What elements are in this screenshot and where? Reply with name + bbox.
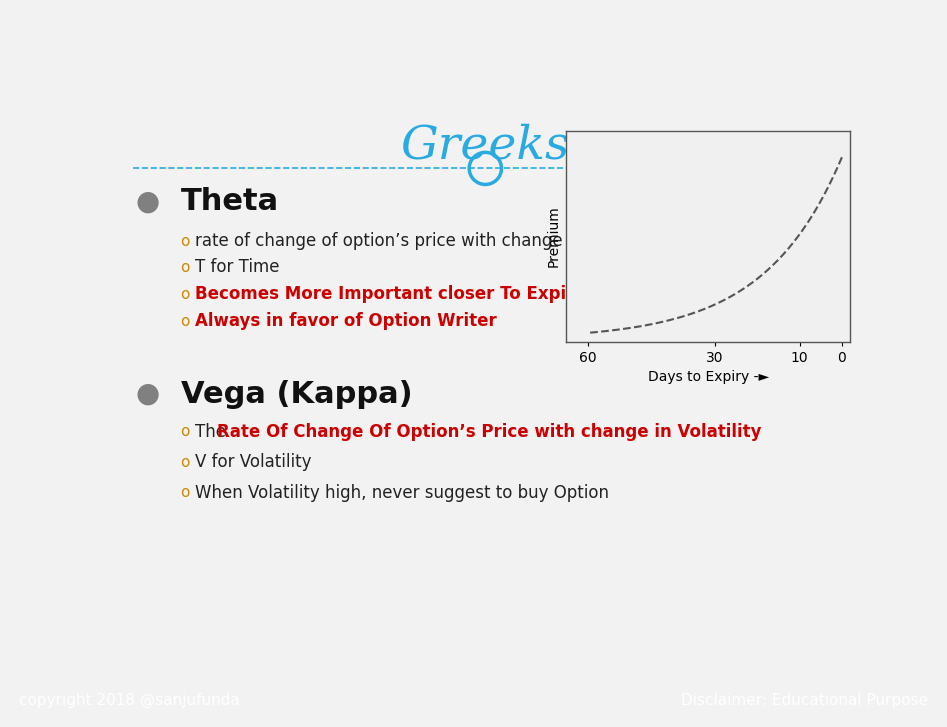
Text: Always in favor of Option Writer: Always in favor of Option Writer <box>195 312 497 330</box>
Text: ●: ● <box>135 380 160 408</box>
Text: Vega (Kappa): Vega (Kappa) <box>181 379 412 409</box>
Text: copyright 2018 @sanjufunda: copyright 2018 @sanjufunda <box>19 694 240 708</box>
Text: rate of change of option’s price with change in time: rate of change of option’s price with ch… <box>195 232 626 250</box>
Text: Theta: Theta <box>181 188 278 217</box>
Text: Becomes More Important closer To Expiry: Becomes More Important closer To Expiry <box>195 286 585 303</box>
Text: o: o <box>180 455 189 470</box>
Text: o: o <box>180 233 189 249</box>
Text: o: o <box>180 287 189 302</box>
Text: o: o <box>180 260 189 275</box>
Text: T for Time: T for Time <box>195 259 280 276</box>
Text: The: The <box>195 422 232 441</box>
Text: Disclaimer: Educational Purpose: Disclaimer: Educational Purpose <box>681 694 928 708</box>
Text: ●: ● <box>135 188 160 216</box>
Text: o: o <box>180 314 189 329</box>
Y-axis label: Premium: Premium <box>546 206 561 267</box>
Text: Rate Of Change Of Option’s Price with change in Volatility: Rate Of Change Of Option’s Price with ch… <box>217 422 761 441</box>
Text: V for Volatility: V for Volatility <box>195 454 312 471</box>
X-axis label: Days to Expiry -►: Days to Expiry -► <box>648 370 769 385</box>
Text: o: o <box>180 424 189 439</box>
Text: o: o <box>180 485 189 500</box>
Text: Greeks: Greeks <box>401 124 570 169</box>
Text: When Volatility high, never suggest to buy Option: When Volatility high, never suggest to b… <box>195 483 610 502</box>
